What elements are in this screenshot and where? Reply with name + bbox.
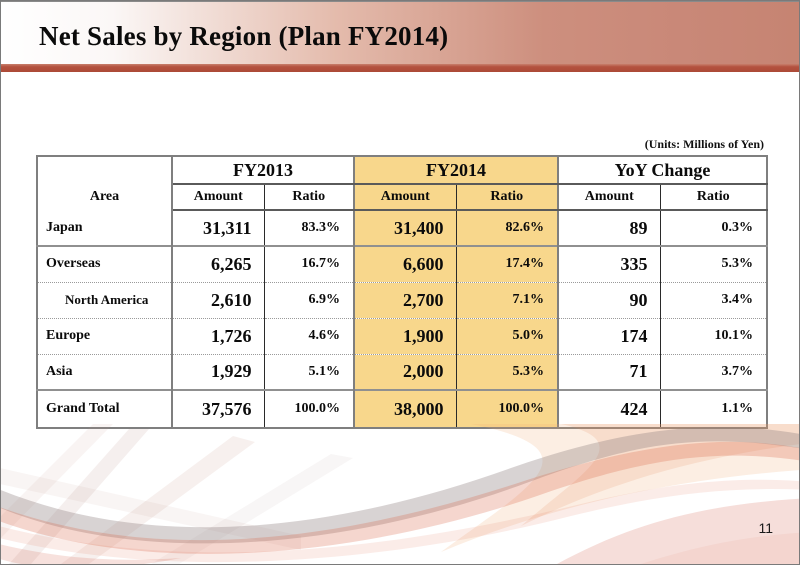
subheader-yoy-amount: Amount: [558, 184, 661, 211]
column-group-fy2013: FY2013: [172, 156, 355, 185]
cell-yoy-amount: 174: [558, 317, 661, 354]
page-number: 11: [758, 520, 773, 536]
cell-yoy-ratio: 1.1%: [660, 389, 768, 428]
cell-fy2013-amount: 1,726: [172, 317, 265, 354]
table-row-europe: Europe 1,726 4.6% 1,900 5.0% 174 10.1%: [37, 317, 768, 354]
cell-yoy-ratio: 5.3%: [660, 245, 768, 282]
page-title: Net Sales by Region (Plan FY2014): [39, 21, 449, 51]
column-header-area: Area: [37, 156, 173, 210]
cell-fy2014-ratio: 5.0%: [456, 317, 559, 354]
title-band: [1, 1, 799, 64]
cell-fy2013-ratio: 16.7%: [264, 245, 355, 282]
row-label: Asia: [37, 353, 173, 390]
footer-swirl-decoration: [1, 424, 799, 564]
cell-fy2014-amount: 6,600: [354, 245, 457, 282]
column-group-fy2014: FY2014: [354, 156, 559, 185]
table-row-japan: Japan 31,311 83.3% 31,400 82.6% 89 0.3%: [37, 210, 767, 246]
cell-fy2014-amount: 1,900: [354, 317, 457, 354]
cell-fy2013-ratio: 4.6%: [264, 317, 355, 354]
table-row-asia: Asia 1,929 5.1% 2,000 5.3% 71 3.7%: [37, 353, 768, 390]
units-note: (Units: Millions of Yen): [644, 137, 764, 151]
cell-fy2014-amount: 2,000: [354, 353, 457, 390]
cell-fy2013-ratio: 83.3%: [264, 210, 355, 246]
cell-fy2013-ratio: 100.0%: [264, 389, 355, 428]
cell-yoy-ratio: 0.3%: [721, 220, 754, 235]
table-row-grand-total: Grand Total 37,576 100.0% 38,000 100.0% …: [37, 389, 768, 428]
table-row-north-america: North America 2,610 6.9% 2,700 7.1% 90 3…: [37, 281, 768, 318]
cell-yoy-amount: 89: [558, 210, 661, 246]
column-group-yoy-change: YoY Change: [558, 156, 769, 185]
subheader-yoy-ratio: Ratio: [660, 184, 768, 211]
cell-fy2014-amount: 38,000: [354, 389, 457, 428]
subheader-fy2013-amount: Amount: [172, 184, 265, 211]
cell-yoy-amount: 424: [558, 389, 661, 428]
cell-fy2013-amount: 1,929: [172, 353, 265, 390]
cell-yoy-ratio: 10.1%: [660, 317, 768, 354]
row-label: Grand Total: [37, 389, 173, 428]
cell-fy2013-ratio: 6.9%: [264, 281, 355, 318]
cell-yoy-ratio: 3.4%: [660, 281, 768, 318]
subheader-fy2014-ratio: Ratio: [456, 184, 559, 211]
cell-fy2014-amount: 2,700: [354, 281, 457, 318]
row-label: North America: [37, 281, 173, 318]
cell-yoy-amount: 335: [558, 245, 661, 282]
row-label: Japan: [37, 210, 173, 246]
cell-yoy-amount: 71: [558, 353, 661, 390]
cell-yoy-ratio: 3.7%: [660, 353, 768, 390]
row-label: Europe: [37, 317, 173, 354]
cell-fy2013-ratio: 5.1%: [264, 353, 355, 390]
accent-bar: [1, 64, 799, 72]
row-label: Overseas: [37, 245, 173, 282]
cell-fy2013-amount: 6,265: [172, 245, 265, 282]
cell-fy2014-ratio: 82.6%: [456, 210, 559, 246]
cell-fy2013-amount: 2,610: [172, 281, 265, 318]
cell-fy2014-ratio: 100.0%: [456, 389, 559, 428]
cell-fy2014-ratio: 5.3%: [456, 353, 559, 390]
cell-fy2013-amount: 37,576: [172, 389, 265, 428]
cell-fy2013-amount: 31,311: [172, 210, 265, 246]
cell-fy2014-amount: 31,400: [354, 210, 457, 246]
table-row-overseas: Overseas 6,265 16.7% 6,600 17.4% 335 5.3…: [37, 245, 768, 282]
cell-yoy-amount: 90: [558, 281, 661, 318]
net-sales-table: Area FY2013 FY2014 YoY Change Amount Rat…: [36, 155, 769, 429]
cell-fy2014-ratio: 17.4%: [456, 245, 559, 282]
subheader-fy2013-ratio: Ratio: [264, 184, 355, 211]
subheader-fy2014-amount: Amount: [354, 184, 457, 211]
cell-fy2014-ratio: 7.1%: [456, 281, 559, 318]
